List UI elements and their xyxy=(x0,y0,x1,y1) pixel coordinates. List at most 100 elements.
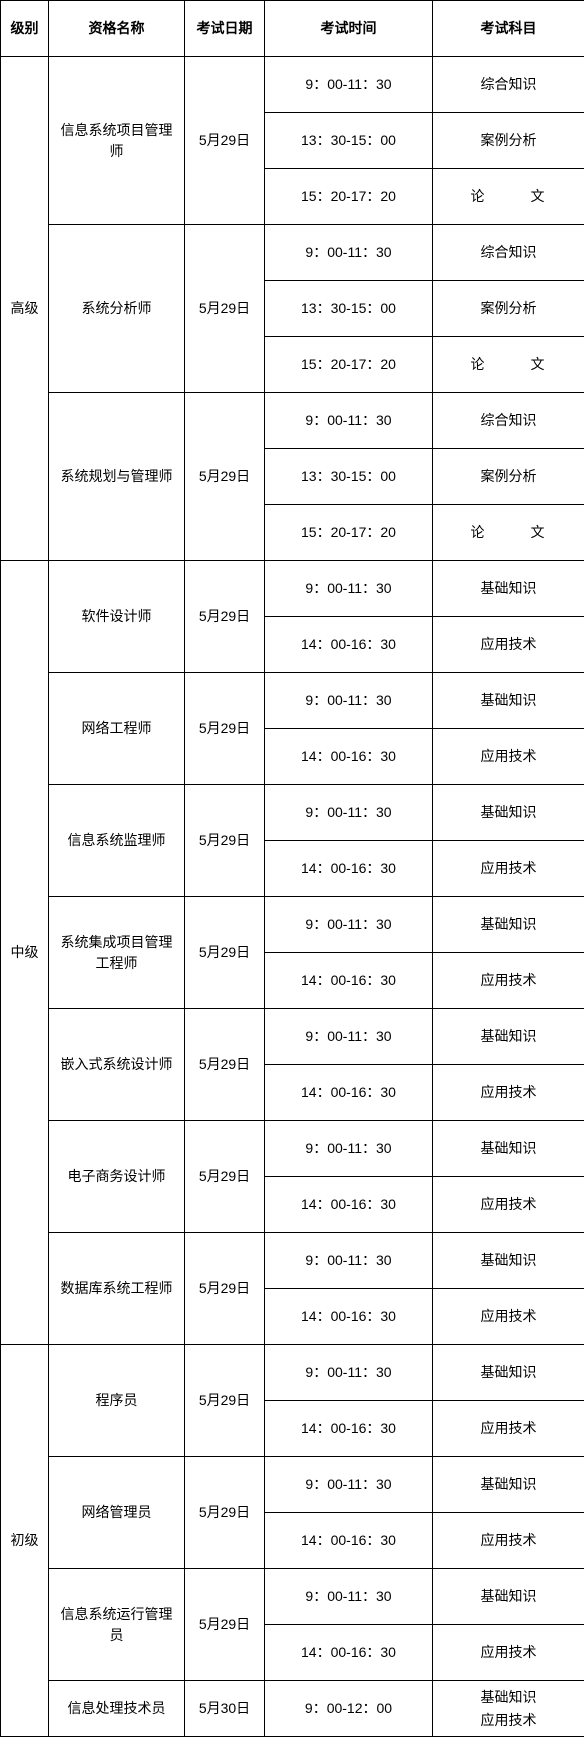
cell-subj: 应用技术 xyxy=(433,1401,584,1457)
cell-subj: 基础知识 xyxy=(433,1457,584,1513)
cell-time: 9：00-11：30 xyxy=(265,1121,433,1177)
cell-subj: 应用技术 xyxy=(433,841,584,897)
cell-subj: 案例分析 xyxy=(433,449,584,505)
cell-subj: 应用技术 xyxy=(433,1065,584,1121)
cell-time: 9：00-11：30 xyxy=(265,673,433,729)
cell-qual: 信息处理技术员 xyxy=(49,1681,185,1737)
header-qual: 资格名称 xyxy=(49,1,185,57)
cell-time: 9：00-11：30 xyxy=(265,561,433,617)
table-row: 网络管理员 5月29日 9：00-11：30 基础知识 xyxy=(1,1457,584,1513)
header-level: 级别 xyxy=(1,1,49,57)
cell-date: 5月29日 xyxy=(185,1233,265,1345)
cell-level-junior: 初级 xyxy=(1,1345,49,1737)
cell-qual: 数据库系统工程师 xyxy=(49,1233,185,1345)
cell-time: 9：00-12：00 xyxy=(265,1681,433,1737)
cell-date: 5月29日 xyxy=(185,785,265,897)
cell-time: 14：00-16：30 xyxy=(265,841,433,897)
cell-date: 5月29日 xyxy=(185,561,265,673)
cell-subj-line1: 基础知识 xyxy=(481,1689,537,1705)
table-row: 初级 程序员 5月29日 9：00-11：30 基础知识 xyxy=(1,1345,584,1401)
cell-date: 5月29日 xyxy=(185,1009,265,1121)
cell-time: 13：30-15：00 xyxy=(265,113,433,169)
header-time: 考试时间 xyxy=(265,1,433,57)
cell-subj: 论 文 xyxy=(433,337,584,393)
header-subj: 考试科目 xyxy=(433,1,584,57)
cell-time: 13：30-15：00 xyxy=(265,281,433,337)
cell-subj: 基础知识 xyxy=(433,785,584,841)
table-row: 信息处理技术员 5月30日 9：00-12：00 基础知识 应用技术 xyxy=(1,1681,584,1737)
cell-qual: 网络工程师 xyxy=(49,673,185,785)
header-date: 考试日期 xyxy=(185,1,265,57)
cell-subj: 基础知识 xyxy=(433,1569,584,1625)
cell-date: 5月29日 xyxy=(185,673,265,785)
cell-subj: 论 文 xyxy=(433,169,584,225)
cell-time: 9：00-11：30 xyxy=(265,897,433,953)
cell-time: 14：00-16：30 xyxy=(265,1289,433,1345)
cell-qual: 程序员 xyxy=(49,1345,185,1457)
cell-qual: 系统规划与管理师 xyxy=(49,393,185,561)
cell-time: 13：30-15：00 xyxy=(265,449,433,505)
cell-subj: 基础知识 xyxy=(433,561,584,617)
cell-subj: 基础知识 xyxy=(433,1233,584,1289)
cell-date: 5月29日 xyxy=(185,1345,265,1457)
table-row: 系统分析师 5月29日 9：00-11：30 综合知识 xyxy=(1,225,584,281)
cell-qual: 信息系统项目管理师 xyxy=(49,57,185,225)
header-row: 级别 资格名称 考试日期 考试时间 考试科目 xyxy=(1,1,584,57)
cell-time: 14：00-16：30 xyxy=(265,953,433,1009)
cell-subj: 综合知识 xyxy=(433,393,584,449)
cell-time: 9：00-11：30 xyxy=(265,393,433,449)
cell-subj: 案例分析 xyxy=(433,281,584,337)
cell-time: 14：00-16：30 xyxy=(265,1177,433,1233)
cell-time: 15：20-17：20 xyxy=(265,169,433,225)
cell-date: 5月29日 xyxy=(185,1569,265,1681)
cell-date: 5月29日 xyxy=(185,897,265,1009)
cell-subj: 案例分析 xyxy=(433,113,584,169)
cell-subj: 应用技术 xyxy=(433,1513,584,1569)
cell-date: 5月29日 xyxy=(185,57,265,225)
cell-qual: 嵌入式系统设计师 xyxy=(49,1009,185,1121)
cell-subj: 基础知识 xyxy=(433,1009,584,1065)
cell-time: 9：00-11：30 xyxy=(265,1345,433,1401)
cell-time: 9：00-11：30 xyxy=(265,1233,433,1289)
cell-subj-line2: 应用技术 xyxy=(481,1712,537,1728)
cell-qual: 网络管理员 xyxy=(49,1457,185,1569)
table-row: 系统规划与管理师 5月29日 9：00-11：30 综合知识 xyxy=(1,393,584,449)
cell-subj: 应用技术 xyxy=(433,953,584,1009)
cell-time: 14：00-16：30 xyxy=(265,1065,433,1121)
cell-time: 14：00-16：30 xyxy=(265,1513,433,1569)
cell-subj: 综合知识 xyxy=(433,225,584,281)
cell-subj: 应用技术 xyxy=(433,1289,584,1345)
cell-time: 9：00-11：30 xyxy=(265,785,433,841)
table-row: 电子商务设计师 5月29日 9：00-11：30 基础知识 xyxy=(1,1121,584,1177)
cell-qual: 信息系统运行管理员 xyxy=(49,1569,185,1681)
cell-qual: 系统分析师 xyxy=(49,225,185,393)
cell-subj: 综合知识 xyxy=(433,57,584,113)
cell-subj: 基础知识 xyxy=(433,897,584,953)
table-row: 高级 信息系统项目管理师 5月29日 9：00-11：30 综合知识 xyxy=(1,57,584,113)
cell-subj: 应用技术 xyxy=(433,1177,584,1233)
table-row: 网络工程师 5月29日 9：00-11：30 基础知识 xyxy=(1,673,584,729)
cell-date: 5月29日 xyxy=(185,393,265,561)
cell-time: 15：20-17：20 xyxy=(265,337,433,393)
table-row: 嵌入式系统设计师 5月29日 9：00-11：30 基础知识 xyxy=(1,1009,584,1065)
table-row: 信息系统监理师 5月29日 9：00-11：30 基础知识 xyxy=(1,785,584,841)
cell-qual: 系统集成项目管理工程师 xyxy=(49,897,185,1009)
table-row: 系统集成项目管理工程师 5月29日 9：00-11：30 基础知识 xyxy=(1,897,584,953)
cell-qual: 信息系统监理师 xyxy=(49,785,185,897)
cell-date: 5月29日 xyxy=(185,1457,265,1569)
cell-time: 9：00-11：30 xyxy=(265,57,433,113)
cell-subj: 基础知识 应用技术 xyxy=(433,1681,584,1737)
cell-time: 14：00-16：30 xyxy=(265,1401,433,1457)
cell-time: 9：00-11：30 xyxy=(265,1569,433,1625)
cell-date: 5月29日 xyxy=(185,225,265,393)
exam-schedule-table: 级别 资格名称 考试日期 考试时间 考试科目 高级 信息系统项目管理师 5月29… xyxy=(0,0,584,1737)
cell-time: 9：00-11：30 xyxy=(265,1009,433,1065)
cell-subj: 基础知识 xyxy=(433,673,584,729)
cell-subj: 论 文 xyxy=(433,505,584,561)
cell-time: 14：00-16：30 xyxy=(265,729,433,785)
cell-date: 5月29日 xyxy=(185,1121,265,1233)
cell-qual: 软件设计师 xyxy=(49,561,185,673)
cell-subj: 应用技术 xyxy=(433,617,584,673)
table-row: 信息系统运行管理员 5月29日 9：00-11：30 基础知识 xyxy=(1,1569,584,1625)
cell-subj: 应用技术 xyxy=(433,1625,584,1681)
